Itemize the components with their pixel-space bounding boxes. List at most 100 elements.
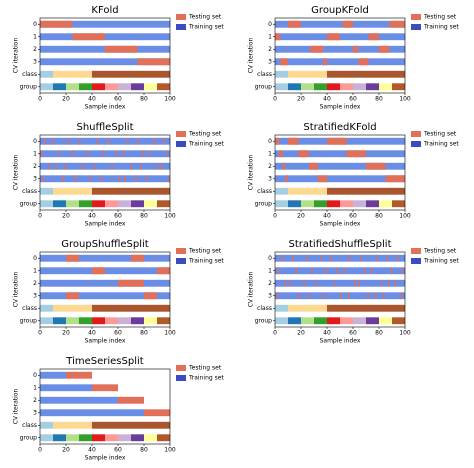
group-bar (340, 83, 353, 91)
test-bar (111, 162, 113, 170)
test-bar (160, 162, 163, 170)
group-bar (118, 83, 131, 91)
test-bar (51, 137, 53, 145)
train-bar (275, 279, 405, 287)
test-bar (157, 267, 170, 275)
test-bar (343, 267, 346, 275)
x-tick-label: 0 (273, 213, 277, 220)
group-bar (40, 200, 53, 208)
legend-label: Testing set (188, 131, 222, 138)
group-bar (118, 317, 131, 325)
group-bar (131, 200, 144, 208)
x-axis-label: Sample index (320, 338, 361, 345)
legend-label: Training set (423, 258, 459, 265)
y-axis-label: CV iteration (13, 389, 20, 425)
test-bar (41, 150, 43, 158)
test-bar (163, 137, 165, 145)
group-bar (327, 317, 340, 325)
test-bar (79, 137, 81, 145)
panel-title: KFold (91, 5, 118, 16)
y-tick-label: group (20, 83, 38, 90)
train-bar (275, 45, 405, 53)
x-tick-label: 100 (164, 330, 176, 337)
test-bar (40, 20, 73, 28)
test-bar (358, 58, 369, 66)
y-tick-label: class (22, 422, 37, 429)
legend-label: Training set (188, 375, 224, 382)
test-bar (317, 175, 327, 183)
x-axis-label: Sample index (85, 338, 126, 345)
x-axis-label: Sample index (320, 104, 361, 111)
x-tick-label: 100 (164, 213, 176, 220)
axes-frame (39, 368, 171, 445)
y-tick-label: 1 (33, 33, 37, 40)
group-bar (275, 83, 288, 91)
test-bar (66, 371, 92, 379)
group-bar (118, 200, 131, 208)
test-bar (368, 33, 379, 41)
test-bar (92, 384, 118, 392)
test-bar (89, 175, 91, 183)
test-bar (86, 150, 89, 158)
y-tick-label: 1 (33, 150, 37, 157)
test-bar (327, 33, 340, 41)
legend-swatch (411, 141, 421, 147)
group-bar (118, 434, 131, 442)
y-tick-label: 3 (33, 58, 37, 65)
test-bar (275, 33, 281, 41)
group-bar (275, 200, 288, 208)
x-tick-label: 80 (140, 96, 148, 103)
test-bar (131, 254, 144, 262)
y-tick-label: 1 (33, 384, 37, 391)
group-bar (366, 317, 379, 325)
legend-swatch (411, 14, 421, 20)
x-tick-label: 80 (375, 96, 383, 103)
test-bar (278, 150, 283, 158)
test-bar (66, 254, 79, 262)
test-bar (386, 254, 389, 262)
legend-label: Testing set (188, 14, 222, 21)
y-tick-label: class (257, 188, 272, 195)
class-bar (327, 304, 405, 312)
group-bar (157, 317, 170, 325)
test-bar (102, 150, 104, 158)
test-bar (358, 279, 360, 287)
test-bar (134, 175, 137, 183)
group-bar (144, 434, 157, 442)
y-tick-label: 2 (33, 46, 37, 53)
panel-title: GroupShuffleSplit (61, 239, 149, 250)
x-tick-label: 40 (88, 96, 96, 103)
train-bar (275, 175, 405, 183)
y-axis-label: CV iteration (248, 272, 255, 308)
group-bar (144, 317, 157, 325)
group-bar (327, 200, 340, 208)
train-bar (40, 254, 170, 262)
group-bar (79, 317, 92, 325)
y-tick-label: group (20, 434, 38, 441)
y-tick-label: 3 (268, 175, 272, 182)
y-tick-label: 2 (33, 280, 37, 287)
test-bar (146, 175, 148, 183)
legend-label: Testing set (423, 248, 457, 255)
legend-label: Training set (188, 258, 224, 265)
train-bar (40, 409, 144, 417)
axes-frame (39, 134, 171, 211)
group-bar (53, 83, 66, 91)
test-bar (42, 175, 44, 183)
x-tick-label: 60 (114, 447, 122, 454)
group-bar (301, 317, 314, 325)
group-bar (340, 317, 353, 325)
y-axis-label: CV iteration (248, 38, 255, 74)
test-bar (276, 292, 278, 300)
test-bar (137, 58, 170, 66)
class-bar (327, 187, 405, 195)
group-bar (314, 200, 327, 208)
test-bar (75, 175, 77, 183)
legend-label: Training set (423, 141, 459, 148)
group-bar (79, 434, 92, 442)
test-bar (366, 162, 386, 170)
class-bar (275, 70, 288, 78)
test-bar (281, 254, 283, 262)
test-bar (342, 20, 353, 28)
train-bar (40, 279, 170, 287)
